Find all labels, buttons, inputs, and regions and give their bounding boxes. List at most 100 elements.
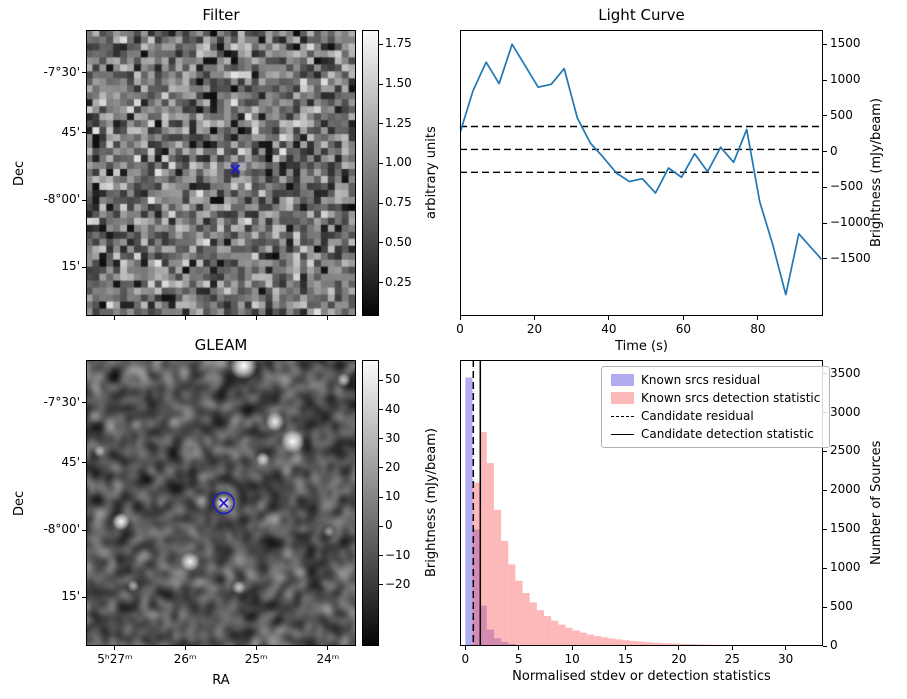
filter-colorbar-label: arbitrary units xyxy=(424,126,439,220)
line-mark xyxy=(218,498,229,508)
dec-tick-mark xyxy=(82,462,86,464)
dec-tick-mark xyxy=(82,266,86,268)
rect-mark xyxy=(479,605,487,646)
dec-tick-mark xyxy=(82,72,86,74)
legend-patch-swatch xyxy=(611,392,634,404)
rect-mark xyxy=(501,641,509,646)
count-tick-label: 0 xyxy=(830,638,838,652)
stat-tick-mark xyxy=(464,646,466,650)
colorbar-tick-mark xyxy=(379,496,383,498)
histogram-plot xyxy=(465,360,823,646)
colorbar-tick-mark xyxy=(379,162,383,164)
ra-tick-label: 25ᵐ xyxy=(244,652,268,666)
ra-tick-mark xyxy=(327,316,329,320)
light-curve-title: Light Curve xyxy=(598,6,685,24)
stat-tick-label: 10 xyxy=(564,652,580,666)
histogram-legend: Known srcs residual Known srcs detection … xyxy=(601,366,831,448)
rect-mark xyxy=(551,620,559,646)
legend-item: Candidate detection statistic xyxy=(611,427,820,441)
rect-mark xyxy=(615,639,623,646)
dec-tick-label: 45' xyxy=(61,124,80,139)
dec-tick-mark xyxy=(82,132,86,134)
count-tick-label: 1500 xyxy=(830,521,861,536)
time-tick-mark xyxy=(533,316,535,320)
rect-mark xyxy=(579,632,587,646)
brightness-tick-label: 500 xyxy=(830,107,853,122)
gleam-candidate-circle-x-marker-icon xyxy=(212,491,235,515)
colorbar-tick-label: 1.00 xyxy=(385,155,412,170)
count-tick-mark xyxy=(823,606,827,608)
legend-item: Candidate residual xyxy=(611,409,820,423)
filter-heatmap xyxy=(86,30,356,316)
colorbar-tick-mark xyxy=(379,242,383,244)
ra-tick-mark xyxy=(114,316,116,320)
rect-mark xyxy=(651,642,659,646)
stat-tick-mark xyxy=(785,646,787,650)
dec-tick-label: 15' xyxy=(61,259,80,274)
dec-tick-label: 45' xyxy=(61,454,80,469)
count-tick-mark xyxy=(823,567,827,569)
dec-tick-label: -7°30' xyxy=(43,394,80,409)
count-tick-label: 2500 xyxy=(830,443,861,458)
rect-mark xyxy=(565,627,573,646)
stat-tick-label: 0 xyxy=(461,652,470,666)
ra-tick-label: 5ʰ27ᵐ xyxy=(97,652,133,666)
count-tick-label: 3500 xyxy=(830,365,861,380)
ra-tick-mark xyxy=(255,316,257,320)
colorbar-tick-mark xyxy=(379,525,383,527)
rect-mark xyxy=(465,377,473,646)
dec-tick-mark xyxy=(82,402,86,404)
rect-mark xyxy=(708,644,716,646)
light-curve-ylabel: Brightness (mJy/beam) xyxy=(869,98,884,248)
colorbar-tick-mark xyxy=(379,83,383,85)
stat-tick-label: 20 xyxy=(671,652,687,666)
rect-mark xyxy=(508,564,516,646)
colorbar-tick-mark xyxy=(379,123,383,125)
rect-mark xyxy=(501,540,509,646)
rect-mark xyxy=(737,645,745,646)
rect-mark xyxy=(493,509,502,646)
stat-tick-label: 25 xyxy=(724,652,740,666)
dec-tick-mark xyxy=(82,596,86,598)
colorbar-tick-label: 50 xyxy=(385,372,401,387)
colorbar-tick-mark xyxy=(379,202,383,204)
brightness-tick-label: 1500 xyxy=(830,36,861,51)
filter-colorbar xyxy=(362,30,379,316)
colorbar-tick-label: 0.75 xyxy=(385,195,412,210)
brightness-tick-label: −1000 xyxy=(830,215,871,230)
colorbar-tick-label: 0.25 xyxy=(385,274,412,289)
count-tick-mark xyxy=(823,645,827,647)
stat-tick-mark xyxy=(678,646,680,650)
brightness-tick-mark xyxy=(823,151,827,153)
rect-mark xyxy=(715,644,723,646)
brightness-tick-label: −500 xyxy=(830,179,863,194)
colorbar-tick-label: 1.25 xyxy=(385,115,412,130)
brightness-tick-label: 1000 xyxy=(830,72,861,87)
brightness-tick-mark xyxy=(823,258,827,260)
count-tick-label: 2000 xyxy=(830,482,861,497)
count-tick-mark xyxy=(823,489,827,491)
rect-mark xyxy=(522,593,530,646)
colorbar-tick-label: 10 xyxy=(385,489,401,504)
brightness-tick-mark xyxy=(823,222,827,224)
rect-mark xyxy=(758,645,766,646)
legend-label: Known srcs detection statistic xyxy=(641,391,821,405)
colorbar-tick-mark xyxy=(379,438,383,440)
brightness-tick-label: −1500 xyxy=(830,250,871,265)
gleam-xlabel: RA xyxy=(212,673,230,688)
circle-mark xyxy=(212,491,235,515)
time-tick-label: 20 xyxy=(526,322,543,336)
brightness-tick-mark xyxy=(823,186,827,188)
legend-label: Known srcs residual xyxy=(641,373,761,387)
colorbar-tick-label: −20 xyxy=(385,576,411,591)
colorbar-tick-mark xyxy=(379,43,383,45)
rect-mark xyxy=(515,580,523,646)
time-tick-label: 40 xyxy=(601,322,617,336)
rect-mark xyxy=(765,645,773,646)
rect-mark xyxy=(601,637,609,646)
legend-dashed-line-icon xyxy=(611,415,634,417)
rect-mark xyxy=(586,634,595,646)
rect-mark xyxy=(744,645,752,646)
gleam-title: GLEAM xyxy=(194,336,248,354)
